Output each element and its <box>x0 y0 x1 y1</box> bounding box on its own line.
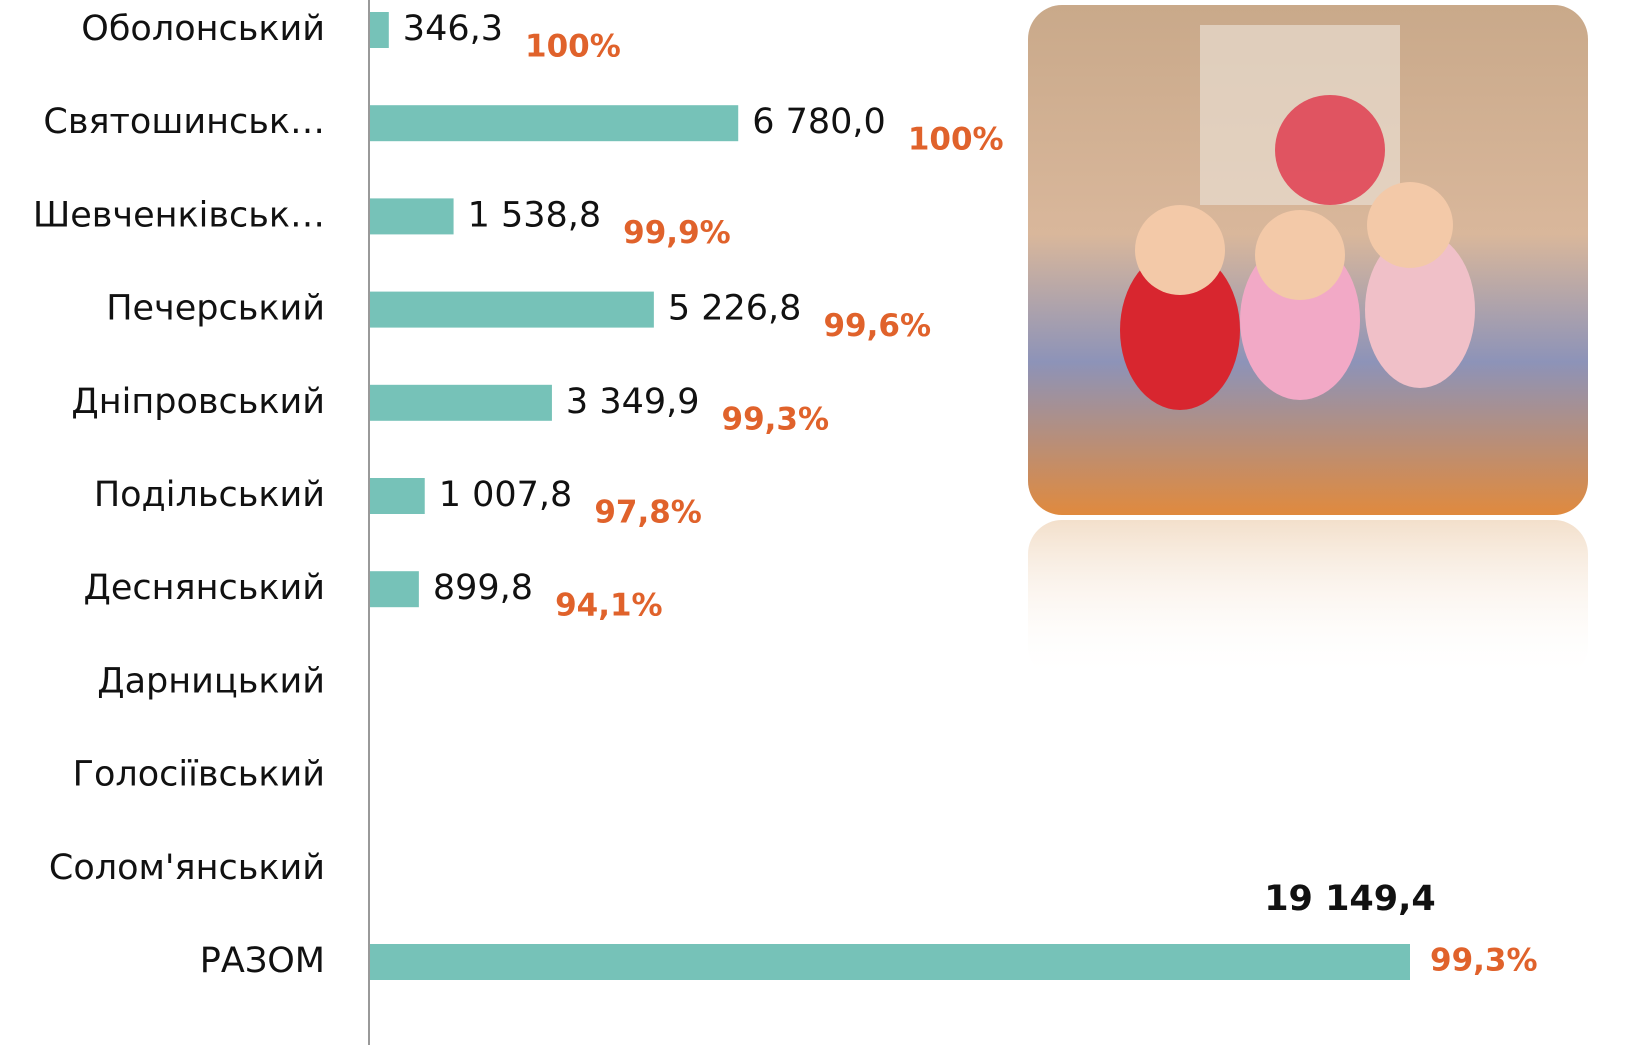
photo <box>1028 5 1588 680</box>
share-label: 99,3% <box>1430 943 1538 979</box>
category-label: Солом'янський <box>49 848 325 888</box>
category-label: Святошинськ… <box>43 102 325 142</box>
value-label: 1 538,8 <box>468 195 602 235</box>
value-label: 5 226,8 <box>668 289 802 329</box>
bar <box>370 105 739 142</box>
category-label: Оболонський <box>81 9 325 49</box>
bar <box>370 12 389 48</box>
share-label: 97,8% <box>594 495 702 531</box>
category-label: РАЗОМ <box>200 941 325 981</box>
share-label: 100% <box>908 122 1004 158</box>
value-label: 346,3 <box>403 9 503 49</box>
share-label: 94,1% <box>555 588 663 624</box>
bar <box>370 291 654 328</box>
share-label: 99,9% <box>623 215 731 251</box>
category-label: Шевченківськ… <box>33 195 325 235</box>
share-label: 99,3% <box>722 401 830 437</box>
bar <box>370 198 454 235</box>
value-label: 3 349,9 <box>566 382 700 422</box>
value-label: 1 007,8 <box>439 475 573 515</box>
bar <box>370 478 425 514</box>
bar <box>370 384 552 421</box>
category-label: Подільський <box>94 475 325 515</box>
category-label: Дарницький <box>97 661 325 701</box>
share-label: 100% <box>525 29 621 65</box>
category-label: Печерський <box>106 289 325 329</box>
value-label: 19 149,4 <box>1264 879 1436 919</box>
category-label: Дніпровський <box>71 382 325 422</box>
bar <box>370 571 419 608</box>
value-label: 899,8 <box>433 568 533 608</box>
bar <box>370 944 1410 980</box>
value-label: 6 780,0 <box>752 102 886 142</box>
share-label: 99,6% <box>823 308 931 344</box>
category-label: Голосіївський <box>73 755 325 795</box>
category-label: Деснянський <box>84 568 325 608</box>
